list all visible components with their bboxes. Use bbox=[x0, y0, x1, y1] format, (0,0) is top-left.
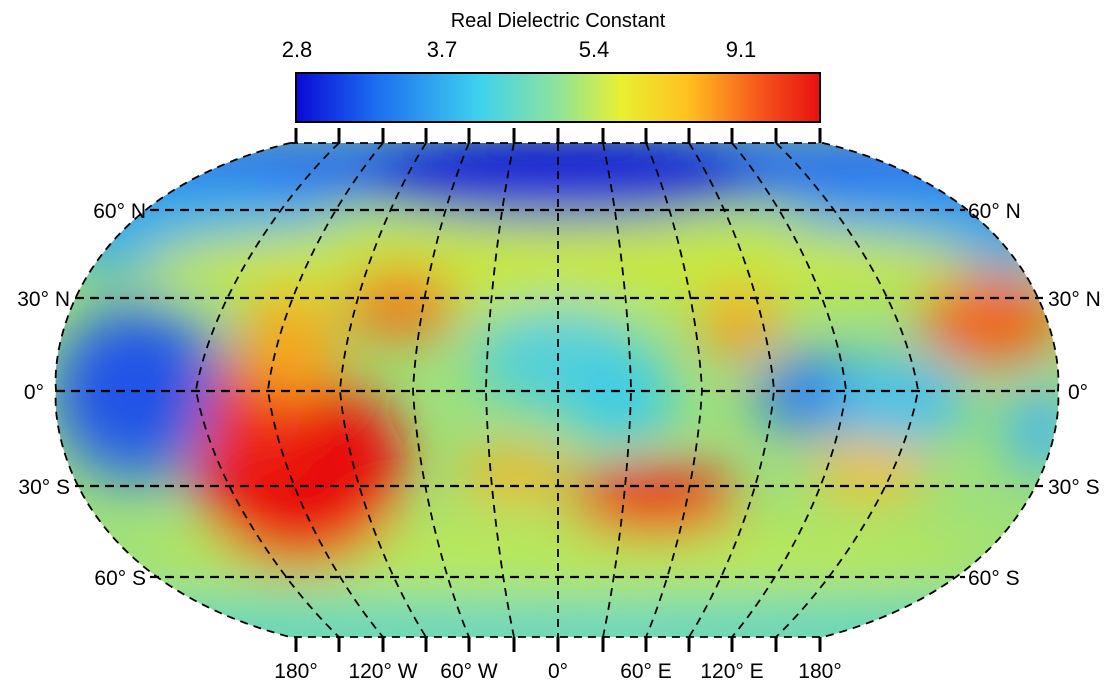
latitude-labels-right: 60° N 30° N 0° 30° S 60° S bbox=[968, 200, 1101, 590]
latitude-labels-left: 60° N 30° N 0° 30° S 60° S bbox=[17, 200, 146, 590]
lon-label: 120° E bbox=[700, 660, 763, 683]
colorbar-tick-label: 9.1 bbox=[726, 37, 757, 62]
lon-label: 120° W bbox=[348, 660, 417, 683]
lat-label: 60° S bbox=[968, 567, 1020, 590]
lon-label: 60° W bbox=[440, 660, 498, 683]
colorbar: Real Dielectric Constant 2.8 3.7 5.4 9.1 bbox=[282, 10, 821, 123]
colorbar-gradient bbox=[295, 72, 821, 123]
colorbar-tick-labels: 2.8 3.7 5.4 9.1 bbox=[282, 37, 757, 62]
lat-label: 60° S bbox=[94, 567, 146, 590]
meridians bbox=[195, 143, 919, 637]
lat-label: 0° bbox=[1068, 381, 1088, 404]
colorbar-tick-label: 2.8 bbox=[282, 37, 313, 62]
longitude-labels: 180° 120° W 60° W 0° 60° E 120° E 180° bbox=[274, 660, 841, 683]
colorbar-title: Real Dielectric Constant bbox=[451, 10, 666, 32]
lat-label: 30° N bbox=[17, 288, 70, 311]
lat-label: 60° N bbox=[968, 200, 1021, 223]
colorbar-tick-label: 3.7 bbox=[427, 37, 458, 62]
lat-label: 30° S bbox=[18, 476, 70, 499]
lat-label: 60° N bbox=[93, 200, 146, 223]
lon-label: 60° E bbox=[620, 660, 672, 683]
colorbar-tick-label: 5.4 bbox=[579, 37, 610, 62]
globe-outline bbox=[54, 142, 1060, 638]
lat-label: 30° S bbox=[1048, 476, 1100, 499]
lon-ticks bbox=[294, 128, 822, 652]
lon-label: 0° bbox=[548, 660, 568, 683]
lon-label: 180° bbox=[274, 660, 317, 683]
lat-label: 0° bbox=[24, 381, 44, 404]
map-globe bbox=[54, 128, 1060, 652]
lon-label: 180° bbox=[798, 660, 841, 683]
parallels bbox=[56, 208, 1058, 579]
lat-label: 30° N bbox=[1048, 288, 1101, 311]
